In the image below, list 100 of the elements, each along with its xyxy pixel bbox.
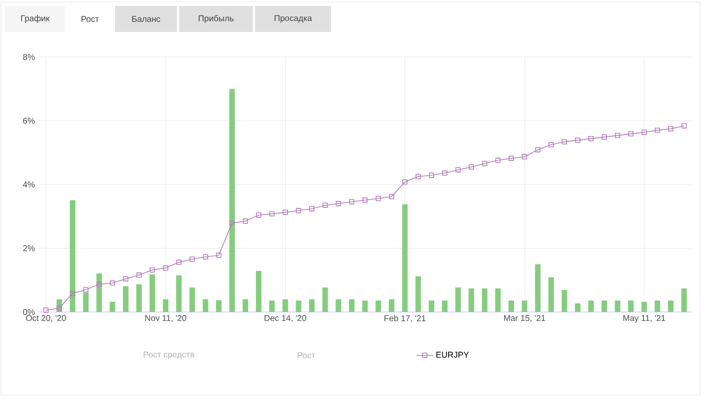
point (468, 164, 474, 170)
point (296, 208, 302, 214)
point (562, 139, 568, 144)
bar (322, 287, 328, 312)
point (428, 172, 434, 178)
bar (455, 287, 461, 312)
y-tick-label: 0% (23, 309, 35, 315)
bar (654, 300, 660, 312)
bar (70, 200, 76, 312)
point (163, 265, 168, 271)
bar (216, 300, 222, 312)
point (548, 142, 554, 148)
bar (574, 303, 580, 312)
point (309, 206, 314, 212)
bar (229, 88, 235, 312)
bar (522, 300, 528, 312)
point (388, 194, 394, 200)
bar (508, 300, 514, 312)
bar (176, 275, 182, 312)
point (256, 212, 262, 218)
bar (83, 292, 89, 312)
bar (442, 300, 448, 312)
point (416, 174, 421, 180)
point (216, 252, 222, 258)
bar (189, 287, 195, 312)
point (442, 170, 448, 176)
point (70, 290, 76, 296)
point (150, 267, 155, 273)
bar (628, 300, 634, 312)
point (202, 254, 208, 260)
legend-label: EURJPY (436, 352, 469, 358)
x-tick-label: Nov 11, '20 (145, 315, 186, 322)
bar (681, 288, 687, 312)
x-tick-label: Feb 17, '21 (384, 315, 426, 322)
text: Рост (298, 352, 316, 358)
bar (122, 286, 128, 312)
x-tick-label: Dec 14, '20 (264, 315, 306, 322)
point (614, 132, 620, 138)
point (349, 199, 354, 204)
y-tick-label: 4% (22, 182, 35, 188)
bar (269, 300, 275, 312)
text: Рост средств (144, 352, 194, 360)
bar (150, 274, 156, 312)
point (588, 136, 594, 142)
bar (336, 299, 342, 312)
point (575, 138, 580, 143)
bar (468, 288, 474, 312)
y-tick-label: 6% (23, 118, 35, 124)
point (402, 179, 408, 185)
bar (415, 276, 421, 312)
x-tick-label: Oct 20, '20 (26, 315, 66, 322)
point (362, 198, 368, 203)
point (110, 280, 116, 286)
point (176, 260, 182, 265)
point (642, 130, 647, 135)
text: Рост (82, 16, 99, 22)
text: Баланс (132, 16, 160, 22)
point (83, 287, 88, 292)
point (522, 154, 528, 160)
point (654, 128, 660, 133)
point (455, 167, 461, 172)
x-tick-label: Mar 15, '21 (504, 315, 546, 322)
point (495, 158, 501, 163)
point (681, 123, 687, 128)
bar (348, 299, 354, 312)
bar (96, 273, 102, 312)
bar (136, 284, 142, 312)
bar (562, 290, 568, 312)
bar (376, 300, 382, 312)
y-tick-label: 2% (23, 245, 35, 252)
point (136, 272, 142, 278)
bar (614, 300, 620, 312)
x-tick-label: May 11, '21 (623, 315, 666, 323)
point (242, 218, 248, 224)
bar (110, 302, 116, 312)
bar (535, 264, 541, 312)
text: График (21, 15, 50, 23)
bar (296, 300, 302, 312)
bar (495, 288, 501, 312)
point (96, 282, 102, 287)
bar (256, 270, 262, 312)
bar (482, 288, 488, 312)
bar (668, 300, 674, 312)
point (668, 126, 674, 132)
bar (202, 299, 208, 312)
bar (362, 300, 368, 312)
bar (602, 300, 608, 312)
bar (588, 300, 594, 312)
point (282, 210, 288, 215)
point (508, 156, 514, 161)
bar (548, 277, 554, 312)
point (269, 211, 275, 216)
point (482, 160, 488, 166)
text: Просадка (274, 15, 312, 23)
point (322, 202, 328, 208)
bar (282, 299, 288, 312)
bar (388, 299, 394, 312)
point (628, 131, 634, 136)
bar (162, 299, 168, 312)
bar (242, 299, 248, 312)
